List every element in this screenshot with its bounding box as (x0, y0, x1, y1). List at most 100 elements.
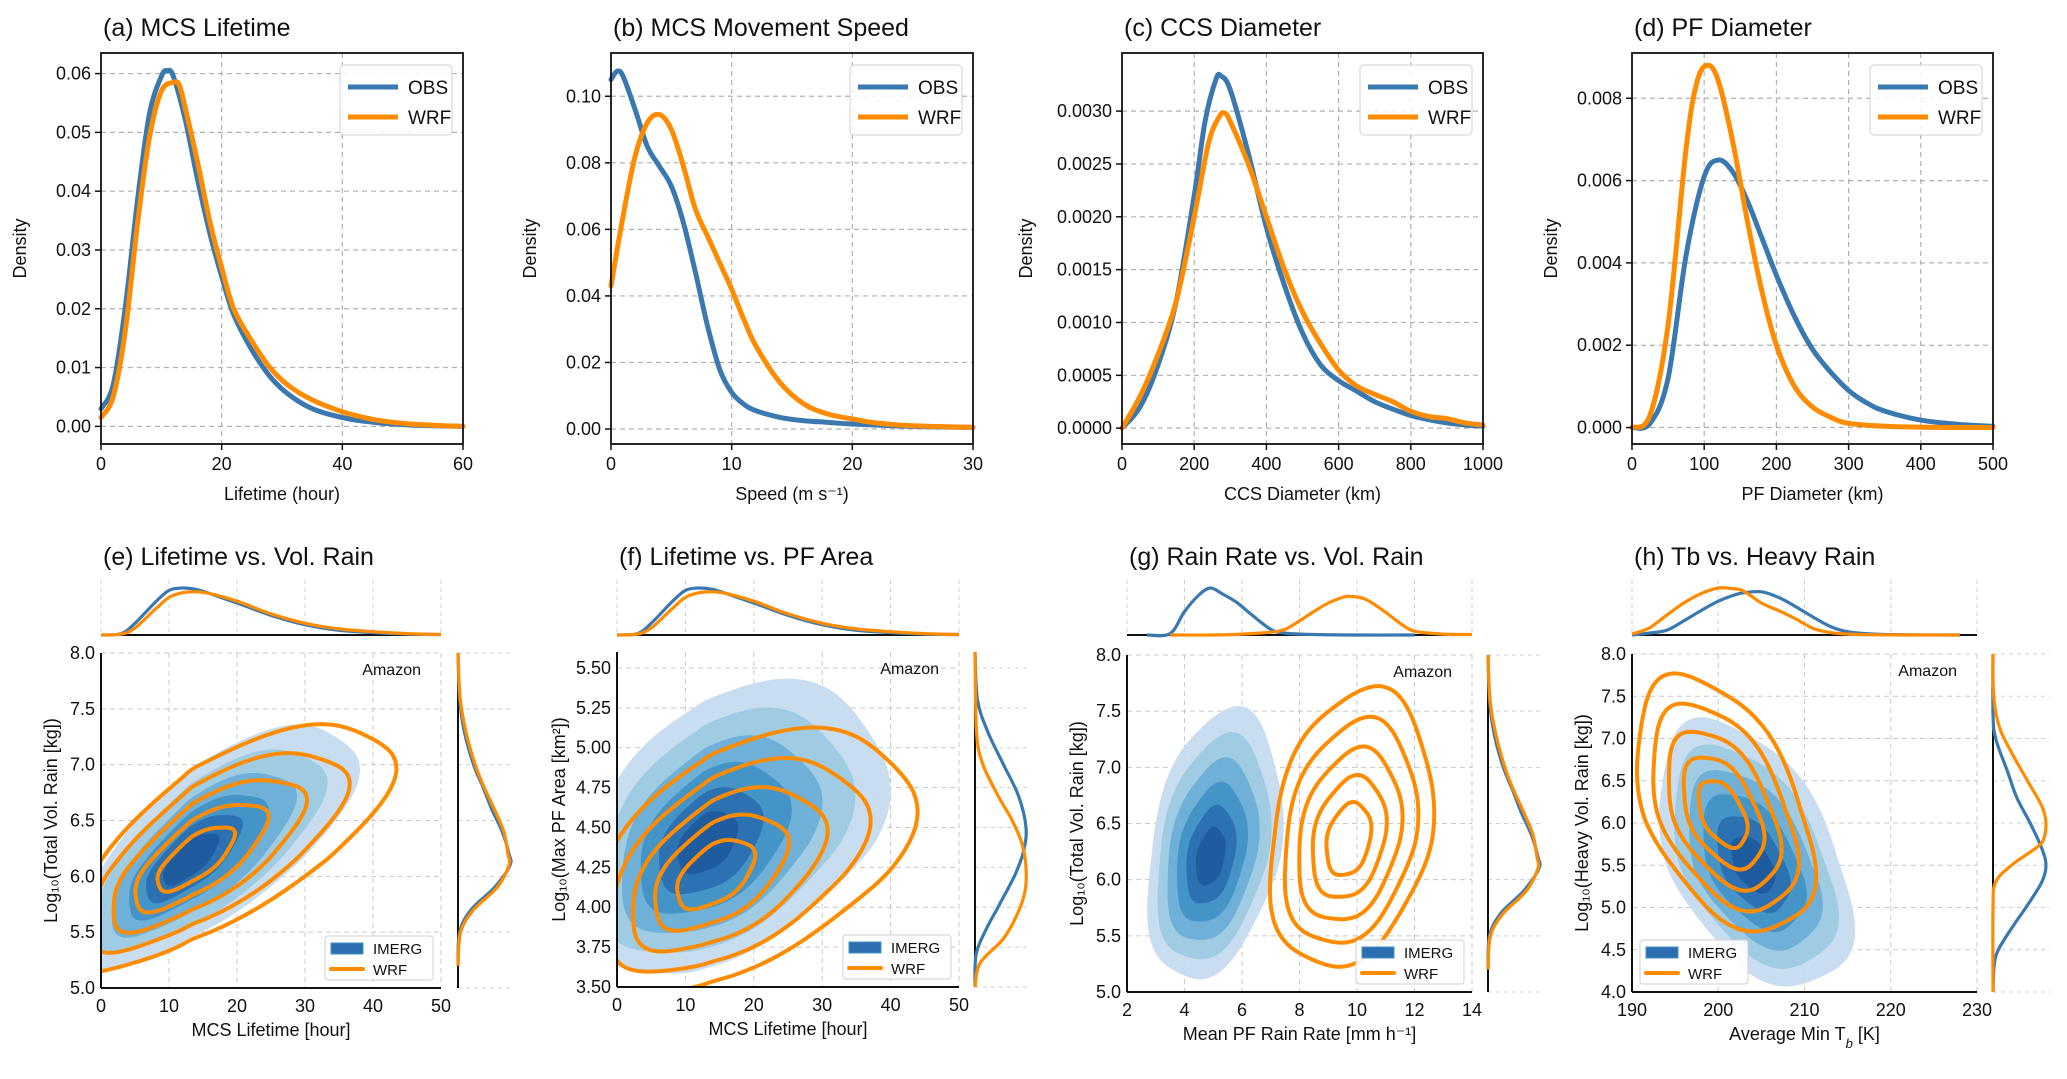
y-tick-label: 5.25 (576, 698, 611, 718)
y-tick-label: 6.0 (1096, 870, 1121, 890)
wrf-contour-line (1282, 714, 1421, 945)
marginal-x-line-imerg (1147, 586, 1415, 638)
series-line-wrf (1629, 62, 1996, 431)
contour-group (101, 722, 399, 974)
panel-title: (b) MCS Movement Speed (613, 14, 909, 42)
wrf-contour-line (101, 751, 352, 955)
y-tick-label: 0.0030 (1057, 101, 1112, 121)
y-tick-label: 0.02 (566, 352, 601, 372)
x-axis-label: PF Diameter (km) (1741, 484, 1883, 504)
y-tick-label: 4.25 (576, 857, 611, 877)
x-axis-label: Average Min Tb [K] (1729, 1024, 1880, 1051)
x-tick-label: 500 (1978, 454, 2008, 474)
region-annotation: Amazon (362, 662, 421, 679)
y-axis-label: Log₁₀(Heavy Vol. Rain [kg]) (1572, 714, 1592, 932)
x-tick-label: 400 (1906, 454, 1936, 474)
y-tick-label: 0.02 (56, 299, 91, 319)
legend-label-obs: OBS (408, 78, 448, 99)
wrf-contour-line (631, 785, 830, 954)
y-tick-label: 0.05 (56, 122, 91, 142)
legend: IMERG WRF (1639, 939, 1749, 985)
x-axis-label: CCS Diameter (km) (1224, 484, 1381, 504)
x-tick-label: 40 (332, 454, 352, 474)
y-tick-label: 3.50 (576, 977, 611, 997)
x-tick-label: 10 (722, 454, 742, 474)
panel-g: 2 4 6 8 10 12 14 5.0 5.5 6.0 6.5 7.0 7.5 8.0 (g) Rain … (1067, 543, 1543, 1044)
x-tick-label: 6 (1237, 1000, 1247, 1020)
wrf-contour-line (133, 803, 271, 915)
y-tick-label: 6.5 (1096, 814, 1121, 834)
legend-label-obs: OBS (1938, 78, 1978, 99)
x-tick-label: 40 (363, 996, 383, 1016)
x-tick-label: 20 (227, 996, 247, 1016)
legend-label-wrf: WRF (918, 108, 961, 129)
x-axis-label: Speed (m s⁻¹) (735, 484, 849, 504)
wrf-contour-line (155, 825, 238, 894)
y-tick-label: 0.008 (1577, 88, 1622, 108)
wrf-contour-line (1696, 779, 1750, 851)
y-tick-label: 0.01 (56, 358, 91, 378)
y-tick-label: 6.0 (70, 866, 95, 886)
x-tick-label: 1000 (1463, 454, 1503, 474)
marginal-y-line-wrf (1991, 653, 2048, 993)
y-tick-label: 8.0 (70, 643, 95, 663)
y-tick-label: 5.00 (576, 738, 611, 758)
panel-title: (h) Tb vs. Heavy Rain (1634, 543, 1875, 571)
x-tick-label: 300 (1834, 454, 1864, 474)
legend-label-obs: OBS (1428, 78, 1468, 99)
y-tick-label: 5.0 (1096, 982, 1121, 1002)
wrf-contour-line (653, 812, 792, 933)
wrf-contour-line (675, 837, 758, 912)
y-tick-label: 4.50 (576, 817, 611, 837)
series-line-obs (98, 67, 466, 429)
y-tick-label: 0.00 (56, 416, 91, 436)
y-tick-label: 7.5 (1601, 686, 1626, 706)
legend-swatch-imerg (1361, 946, 1395, 959)
x-tick-label: 0 (612, 995, 622, 1015)
y-tick-label: 7.0 (1601, 729, 1626, 749)
y-axis-label: Density (1541, 218, 1561, 278)
y-axis-label: Log₁₀(Total Vol. Rain [kg]) (41, 718, 61, 923)
wrf-contour-line (1310, 772, 1389, 899)
y-tick-label: 7.5 (1096, 701, 1121, 721)
wrf-contour-line (1324, 799, 1374, 878)
panel-title: (a) MCS Lifetime (103, 14, 291, 42)
x-tick-label: 200 (1703, 1000, 1733, 1020)
x-tick-label: 0 (96, 996, 106, 1016)
top-marginal (616, 580, 960, 637)
x-tick-label: 20 (842, 454, 862, 474)
panel-h: 190 200 210 220 230 4.0 4.5 5.0 5.5 6.0 6.5 7.0 7.5 8… (1572, 543, 2050, 1051)
imerg-filled-contour (163, 833, 220, 886)
top-marginal (100, 580, 442, 637)
x-axis-label: MCS Lifetime [hour] (191, 1020, 350, 1040)
y-tick-label: 0.0025 (1057, 154, 1112, 174)
y-tick-label: 0.004 (1577, 253, 1622, 273)
panel-title: (g) Rain Rate vs. Vol. Rain (1129, 543, 1424, 571)
y-tick-label: 0.00 (566, 419, 601, 439)
x-tick-label: 190 (1617, 1000, 1647, 1020)
y-tick-label: 0.06 (56, 64, 91, 84)
series-line-obs (608, 68, 976, 430)
x-tick-label: 200 (1761, 454, 1791, 474)
legend-label-obs: OBS (918, 78, 958, 99)
y-tick-label: 0.0020 (1057, 207, 1112, 227)
legend-label-wrf: WRF (1938, 108, 1981, 129)
y-axis-label: Log₁₀(Total Vol. Rain [kg]) (1067, 721, 1087, 926)
y-tick-label: 7.0 (1096, 757, 1121, 777)
x-tick-label: 10 (1347, 1000, 1367, 1020)
legend-label-wrf: WRF (408, 108, 451, 129)
contour-group (617, 678, 920, 987)
right-marginal (1486, 654, 1543, 993)
x-axis-label: Mean PF Rain Rate [mm h⁻¹] (1183, 1024, 1417, 1044)
x-tick-label: 0 (606, 454, 616, 474)
y-tick-label: 5.50 (576, 658, 611, 678)
y-tick-label: 5.5 (70, 922, 95, 942)
marginal-y-line-imerg (973, 651, 1028, 988)
region-annotation: Amazon (1898, 663, 1957, 680)
wrf-contour-line (1634, 671, 1819, 934)
wrf-contour-line (101, 722, 399, 974)
contour-group (1147, 684, 1437, 980)
legend: OBS WRF (849, 64, 963, 136)
y-tick-label: 4.75 (576, 778, 611, 798)
x-tick-label: 30 (295, 996, 315, 1016)
